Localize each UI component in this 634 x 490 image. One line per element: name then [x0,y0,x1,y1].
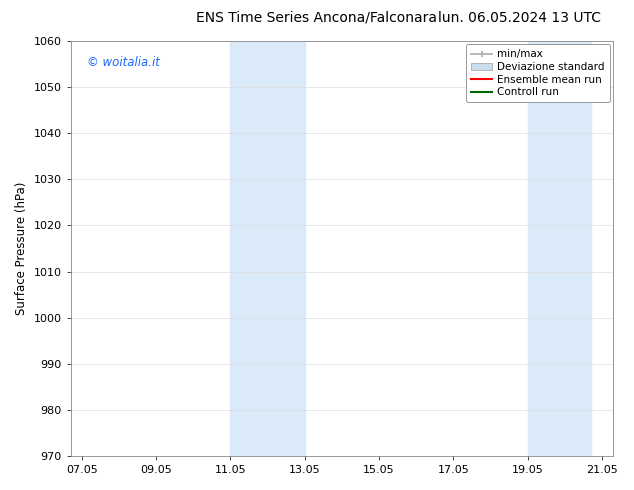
Bar [268,41,305,456]
Bar [553,41,591,456]
Bar [527,41,553,456]
Legend: min/max, Deviazione standard, Ensemble mean run, Controll run: min/max, Deviazione standard, Ensemble m… [466,44,610,102]
Text: lun. 06.05.2024 13 UTC: lun. 06.05.2024 13 UTC [438,11,602,25]
Y-axis label: Surface Pressure (hPa): Surface Pressure (hPa) [15,182,28,315]
Text: ENS Time Series Ancona/Falconara: ENS Time Series Ancona/Falconara [197,11,437,25]
Bar [231,41,268,456]
Text: © woitalia.it: © woitalia.it [87,55,160,69]
